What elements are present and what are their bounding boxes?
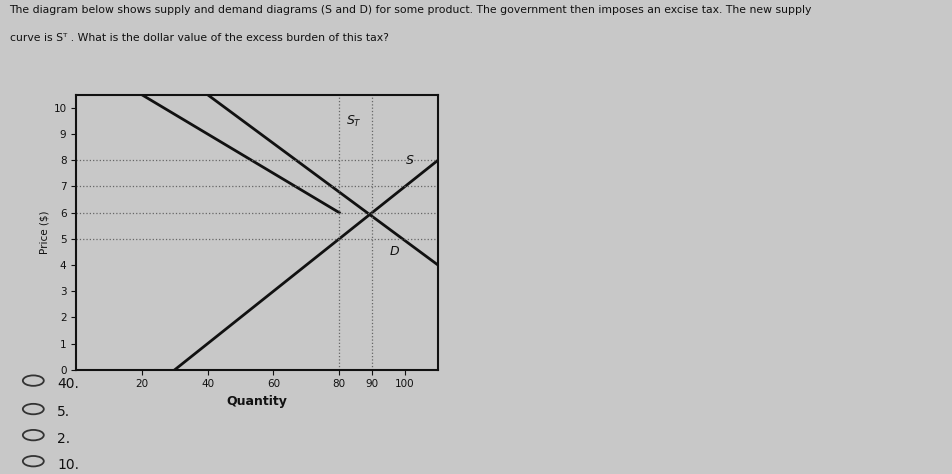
Text: $S_T$: $S_T$ <box>346 114 362 129</box>
Text: $S$: $S$ <box>405 154 414 167</box>
X-axis label: Quantity: Quantity <box>227 395 288 408</box>
Text: The diagram below shows supply and demand diagrams (S and D) for some product. T: The diagram below shows supply and deman… <box>10 5 812 15</box>
Text: 10.: 10. <box>57 457 79 472</box>
Y-axis label: Price ($): Price ($) <box>39 210 50 254</box>
Text: 5.: 5. <box>57 405 70 419</box>
Text: 40.: 40. <box>57 377 79 391</box>
Text: $D$: $D$ <box>388 246 400 258</box>
Text: curve is Sᵀ . What is the dollar value of the excess burden of this tax?: curve is Sᵀ . What is the dollar value o… <box>10 33 388 43</box>
Text: 2.: 2. <box>57 431 70 446</box>
